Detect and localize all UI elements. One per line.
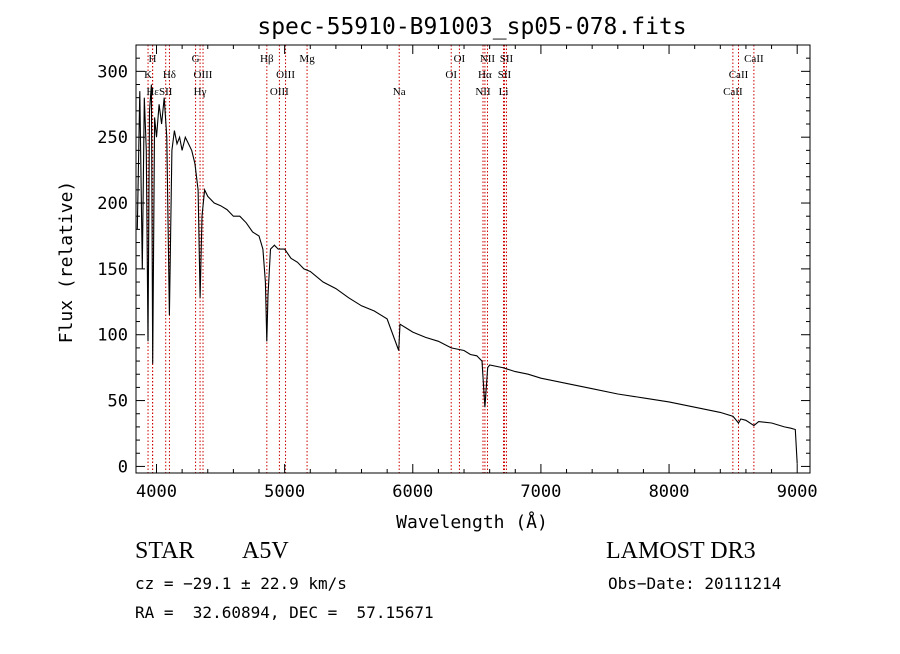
object-subclass: A5V (242, 538, 289, 564)
line-label-0: K (144, 69, 152, 81)
line-label-20: Li (499, 86, 509, 98)
redshift-cz: cz = −29.1 ± 22.9 km/s (135, 574, 347, 593)
line-label-6: Hγ (194, 86, 207, 98)
ra-dec: RA = 32.60894, DEC = 57.15671 (135, 603, 434, 622)
line-label-2: Hε (146, 86, 159, 98)
line-label-21: CaII (723, 86, 743, 98)
y-tick-label-3: 150 (97, 260, 128, 280)
y-axis-label: Flux (relative) (56, 181, 77, 344)
line-label-3: SII (159, 86, 173, 98)
line-label-7: OIII (194, 69, 213, 81)
spectrum-series (136, 84, 798, 464)
line-label-16: NII (480, 53, 496, 65)
observation-date: Obs−Date: 20111214 (608, 574, 782, 593)
line-label-17: Hα (478, 69, 492, 81)
line-label-4: Hδ (163, 69, 176, 81)
survey-label: LAMOST DR3 (606, 538, 756, 564)
x-tick-label-0: 4000 (136, 482, 177, 502)
y-tick-label-1: 50 (108, 392, 128, 412)
y-axis: 0 50 100 150 200 250 300 (97, 57, 810, 477)
line-label-11: Mg (299, 53, 315, 65)
line-label-14: OI (454, 53, 466, 65)
y-tick-label-4: 200 (97, 194, 128, 214)
x-axis-label: Wavelength (Å) (396, 511, 548, 533)
y-tick-label-5: 250 (97, 128, 128, 148)
line-label-23: CaII (744, 53, 764, 65)
line-label-19: SII (500, 53, 514, 65)
line-label-22: CaII (729, 69, 749, 81)
line-label-18: SII (498, 69, 512, 81)
plot-frame (135, 44, 811, 474)
line-label-9: OIII (270, 86, 289, 98)
x-tick-label-1: 5000 (264, 482, 305, 502)
x-tick-label-4: 8000 (649, 482, 690, 502)
x-tick-label-5: 9000 (777, 482, 818, 502)
chart-title: spec-55910-B91003_sp05-078.fits (257, 14, 686, 40)
line-label-5: G (192, 53, 200, 65)
x-tick-label-3: 7000 (520, 482, 561, 502)
y-tick-label-0: 0 (118, 457, 128, 477)
line-label-1: H (149, 53, 157, 65)
line-label-10: OIII (276, 69, 295, 81)
object-class: STAR (135, 538, 195, 564)
line-markers (147, 45, 755, 473)
y-tick-label-6: 300 (97, 62, 128, 82)
x-tick-label-2: 6000 (392, 482, 433, 502)
line-label-13: OI (445, 69, 457, 81)
line-label-8: Hβ (260, 53, 274, 65)
line-label-15: NII (475, 86, 491, 98)
series-line-0 (136, 84, 798, 464)
y-tick-label-2: 100 (97, 326, 128, 346)
x-axis: 4000 5000 6000 7000 8000 9000 (136, 45, 818, 502)
line-label-12: Na (393, 86, 406, 98)
